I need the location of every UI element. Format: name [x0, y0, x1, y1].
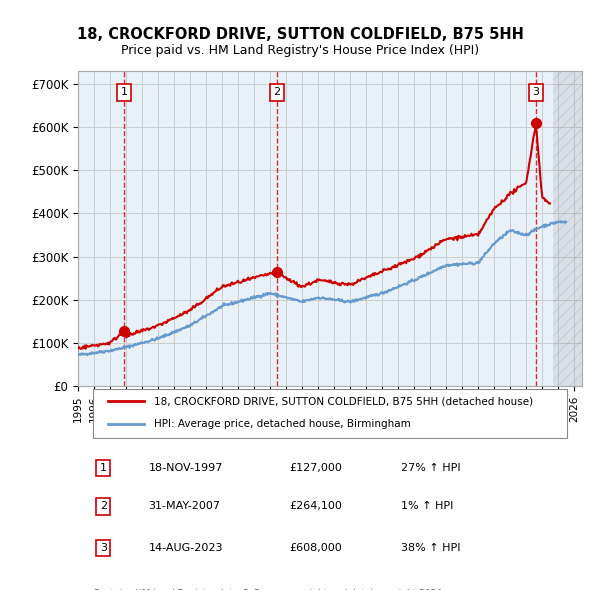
Text: 27% ↑ HPI: 27% ↑ HPI: [401, 463, 460, 473]
Text: 1: 1: [121, 87, 128, 97]
Text: 38% ↑ HPI: 38% ↑ HPI: [401, 543, 460, 553]
Text: HPI: Average price, detached house, Birmingham: HPI: Average price, detached house, Birm…: [154, 419, 410, 429]
Bar: [553, 71, 582, 386]
Text: 2: 2: [273, 87, 280, 97]
Text: 18, CROCKFORD DRIVE, SUTTON COLDFIELD, B75 5HH (detached house): 18, CROCKFORD DRIVE, SUTTON COLDFIELD, B…: [154, 396, 533, 407]
Text: 3: 3: [100, 543, 107, 553]
Text: 1% ↑ HPI: 1% ↑ HPI: [401, 502, 453, 512]
Text: £608,000: £608,000: [290, 543, 343, 553]
Text: Price paid vs. HM Land Registry's House Price Index (HPI): Price paid vs. HM Land Registry's House …: [121, 44, 479, 57]
Text: 18, CROCKFORD DRIVE, SUTTON COLDFIELD, B75 5HH: 18, CROCKFORD DRIVE, SUTTON COLDFIELD, B…: [77, 27, 523, 41]
Text: 18-NOV-1997: 18-NOV-1997: [149, 463, 223, 473]
Text: 1: 1: [100, 463, 107, 473]
Text: 3: 3: [532, 87, 539, 97]
Text: £127,000: £127,000: [290, 463, 343, 473]
Text: 31-MAY-2007: 31-MAY-2007: [149, 502, 221, 512]
FancyBboxPatch shape: [93, 389, 567, 438]
Text: £264,100: £264,100: [290, 502, 343, 512]
Text: 14-AUG-2023: 14-AUG-2023: [149, 543, 223, 553]
Text: Contains HM Land Registry data © Crown copyright and database right 2024.
This d: Contains HM Land Registry data © Crown c…: [93, 589, 445, 590]
Text: 2: 2: [100, 502, 107, 512]
